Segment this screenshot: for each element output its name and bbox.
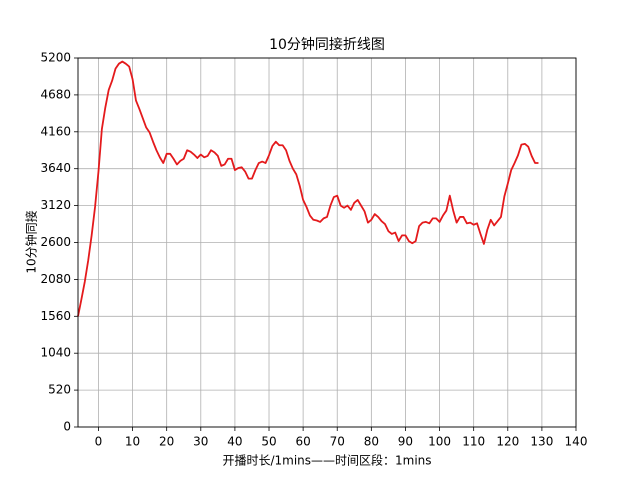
- x-tick-label: 40: [227, 435, 242, 449]
- plot-frame: [77, 57, 577, 428]
- y-tick-label: 4160: [40, 124, 71, 138]
- y-tick-label: 1560: [40, 309, 71, 323]
- y-tick-label: 2600: [40, 235, 71, 249]
- y-tick-label: 3640: [40, 161, 71, 175]
- y-tick-label: 4680: [40, 87, 71, 101]
- x-tick-label: 90: [398, 435, 413, 449]
- x-tick-label: 20: [159, 435, 174, 449]
- data-line: [77, 60, 539, 317]
- x-tick-label: 110: [462, 435, 485, 449]
- x-tick-label: 130: [530, 435, 553, 449]
- y-tick-label: 520: [48, 383, 71, 397]
- x-tick-label: 0: [95, 435, 103, 449]
- y-tick-label: 1040: [40, 346, 71, 360]
- x-tick-label: 50: [261, 435, 276, 449]
- x-tick-label: 30: [193, 435, 208, 449]
- y-tick-label: 0: [63, 420, 71, 434]
- x-tick-label: 70: [330, 435, 345, 449]
- x-tick-label: 140: [565, 435, 588, 449]
- x-tick-label: 10: [125, 435, 140, 449]
- x-tick-label: 60: [295, 435, 310, 449]
- y-tick-label: 2080: [40, 272, 71, 286]
- x-axis-label: 开播时长/1mins——时间区段：1mins: [222, 453, 431, 468]
- x-tick-label: 120: [496, 435, 519, 449]
- y-axis-label: 10分钟同接: [24, 210, 39, 273]
- y-tick-label: 3120: [40, 198, 71, 212]
- x-tick-label: 100: [428, 435, 451, 449]
- x-tick-label: 80: [364, 435, 379, 449]
- y-tick-label: 5200: [40, 51, 71, 65]
- chart-title: 10分钟同接折线图: [269, 36, 385, 53]
